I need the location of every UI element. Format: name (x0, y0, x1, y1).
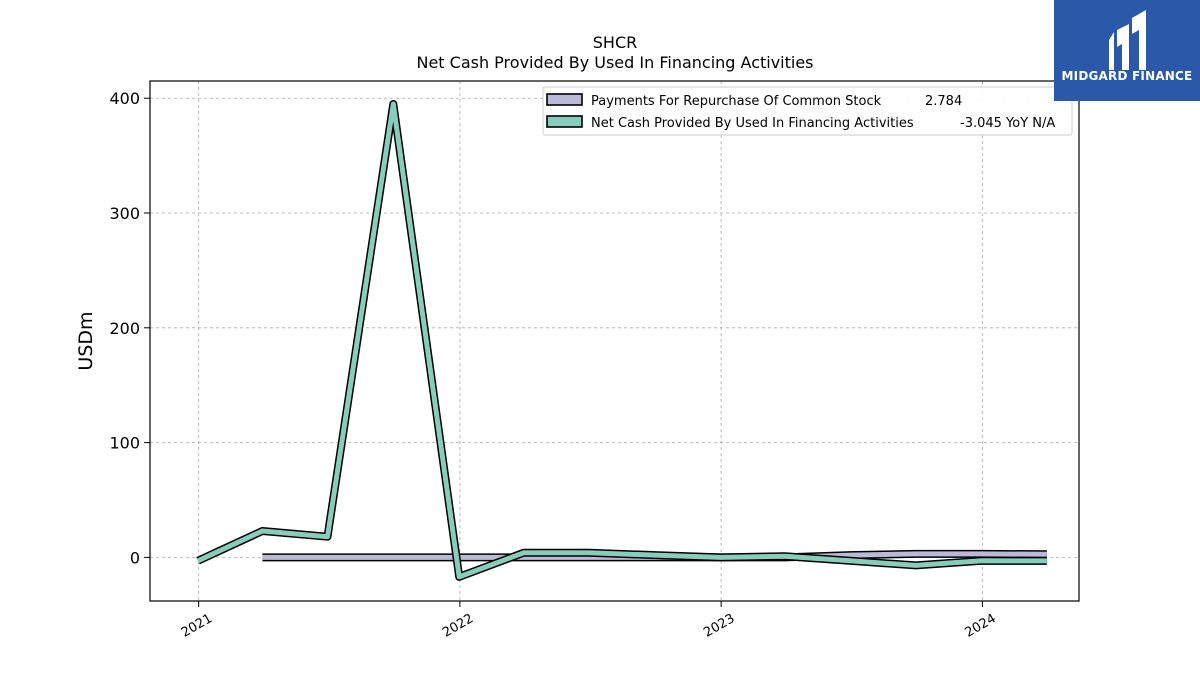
data-point-financing (653, 554, 656, 557)
x-tick-label: 2024 (963, 611, 999, 641)
legend-value-repurchase: 2.784 (925, 94, 962, 109)
series-outline-financing (196, 100, 1047, 581)
legend-swatch-repurchase (546, 93, 583, 106)
legend-box (542, 86, 1073, 136)
x-tick-label: 2021 (179, 611, 215, 641)
data-point-repurchase (261, 556, 264, 559)
chart-subtitle: Net Cash Provided By Used In Financing A… (416, 53, 813, 72)
data-point-financing (719, 556, 722, 559)
plot-frame (149, 80, 1080, 602)
data-point-financing (392, 102, 395, 105)
data-point-financing (326, 535, 329, 538)
data-point-repurchase (848, 554, 851, 557)
x-axis: 2021 2022 2023 2024 (179, 601, 999, 641)
grid (150, 81, 1079, 601)
y-tick-label: 300 (109, 204, 140, 223)
data-point-financing (196, 559, 199, 562)
legend: Payments For Repurchase Of Common Stock … (542, 86, 1073, 136)
data-point-financing (261, 529, 264, 532)
x-tick-label: 2023 (701, 611, 737, 641)
brand-name: MIDGARD FINANCE (1061, 69, 1193, 83)
legend-value-financing: -3.045 YoY N/A (960, 116, 1055, 131)
y-tick-label: 0 (130, 548, 140, 567)
y-axis-label: USDm (75, 311, 97, 370)
data-point-repurchase (1045, 553, 1048, 556)
data-point-repurchase (326, 556, 329, 559)
legend-label-financing: Net Cash Provided By Used In Financing A… (591, 116, 914, 131)
legend-swatch-financing (546, 115, 583, 128)
y-tick-label: 100 (109, 434, 140, 453)
data-point-financing (783, 555, 786, 558)
series-line-financing (196, 101, 1047, 580)
data-point-financing (980, 559, 983, 562)
legend-label-repurchase: Payments For Repurchase Of Common Stock (591, 94, 882, 109)
series-layer (196, 100, 1048, 581)
midgard-logo-icon (1109, 10, 1146, 70)
data-point-financing (587, 551, 590, 554)
data-point-repurchase (392, 556, 395, 559)
y-tick-label: 400 (109, 89, 140, 108)
data-point-financing (458, 575, 461, 578)
chart-title: SHCR (593, 33, 637, 52)
y-tick-label: 200 (109, 319, 140, 338)
x-tick-label: 2022 (440, 611, 476, 641)
data-point-repurchase (980, 552, 983, 555)
data-point-financing (914, 564, 917, 567)
data-point-repurchase (914, 552, 917, 555)
data-point-financing (1045, 559, 1048, 562)
y-axis: 0 100 200 300 400 (109, 89, 150, 567)
brand-logo: MIDGARD FINANCE (1054, 0, 1200, 101)
data-point-financing (522, 551, 525, 554)
data-point-financing (848, 559, 851, 562)
